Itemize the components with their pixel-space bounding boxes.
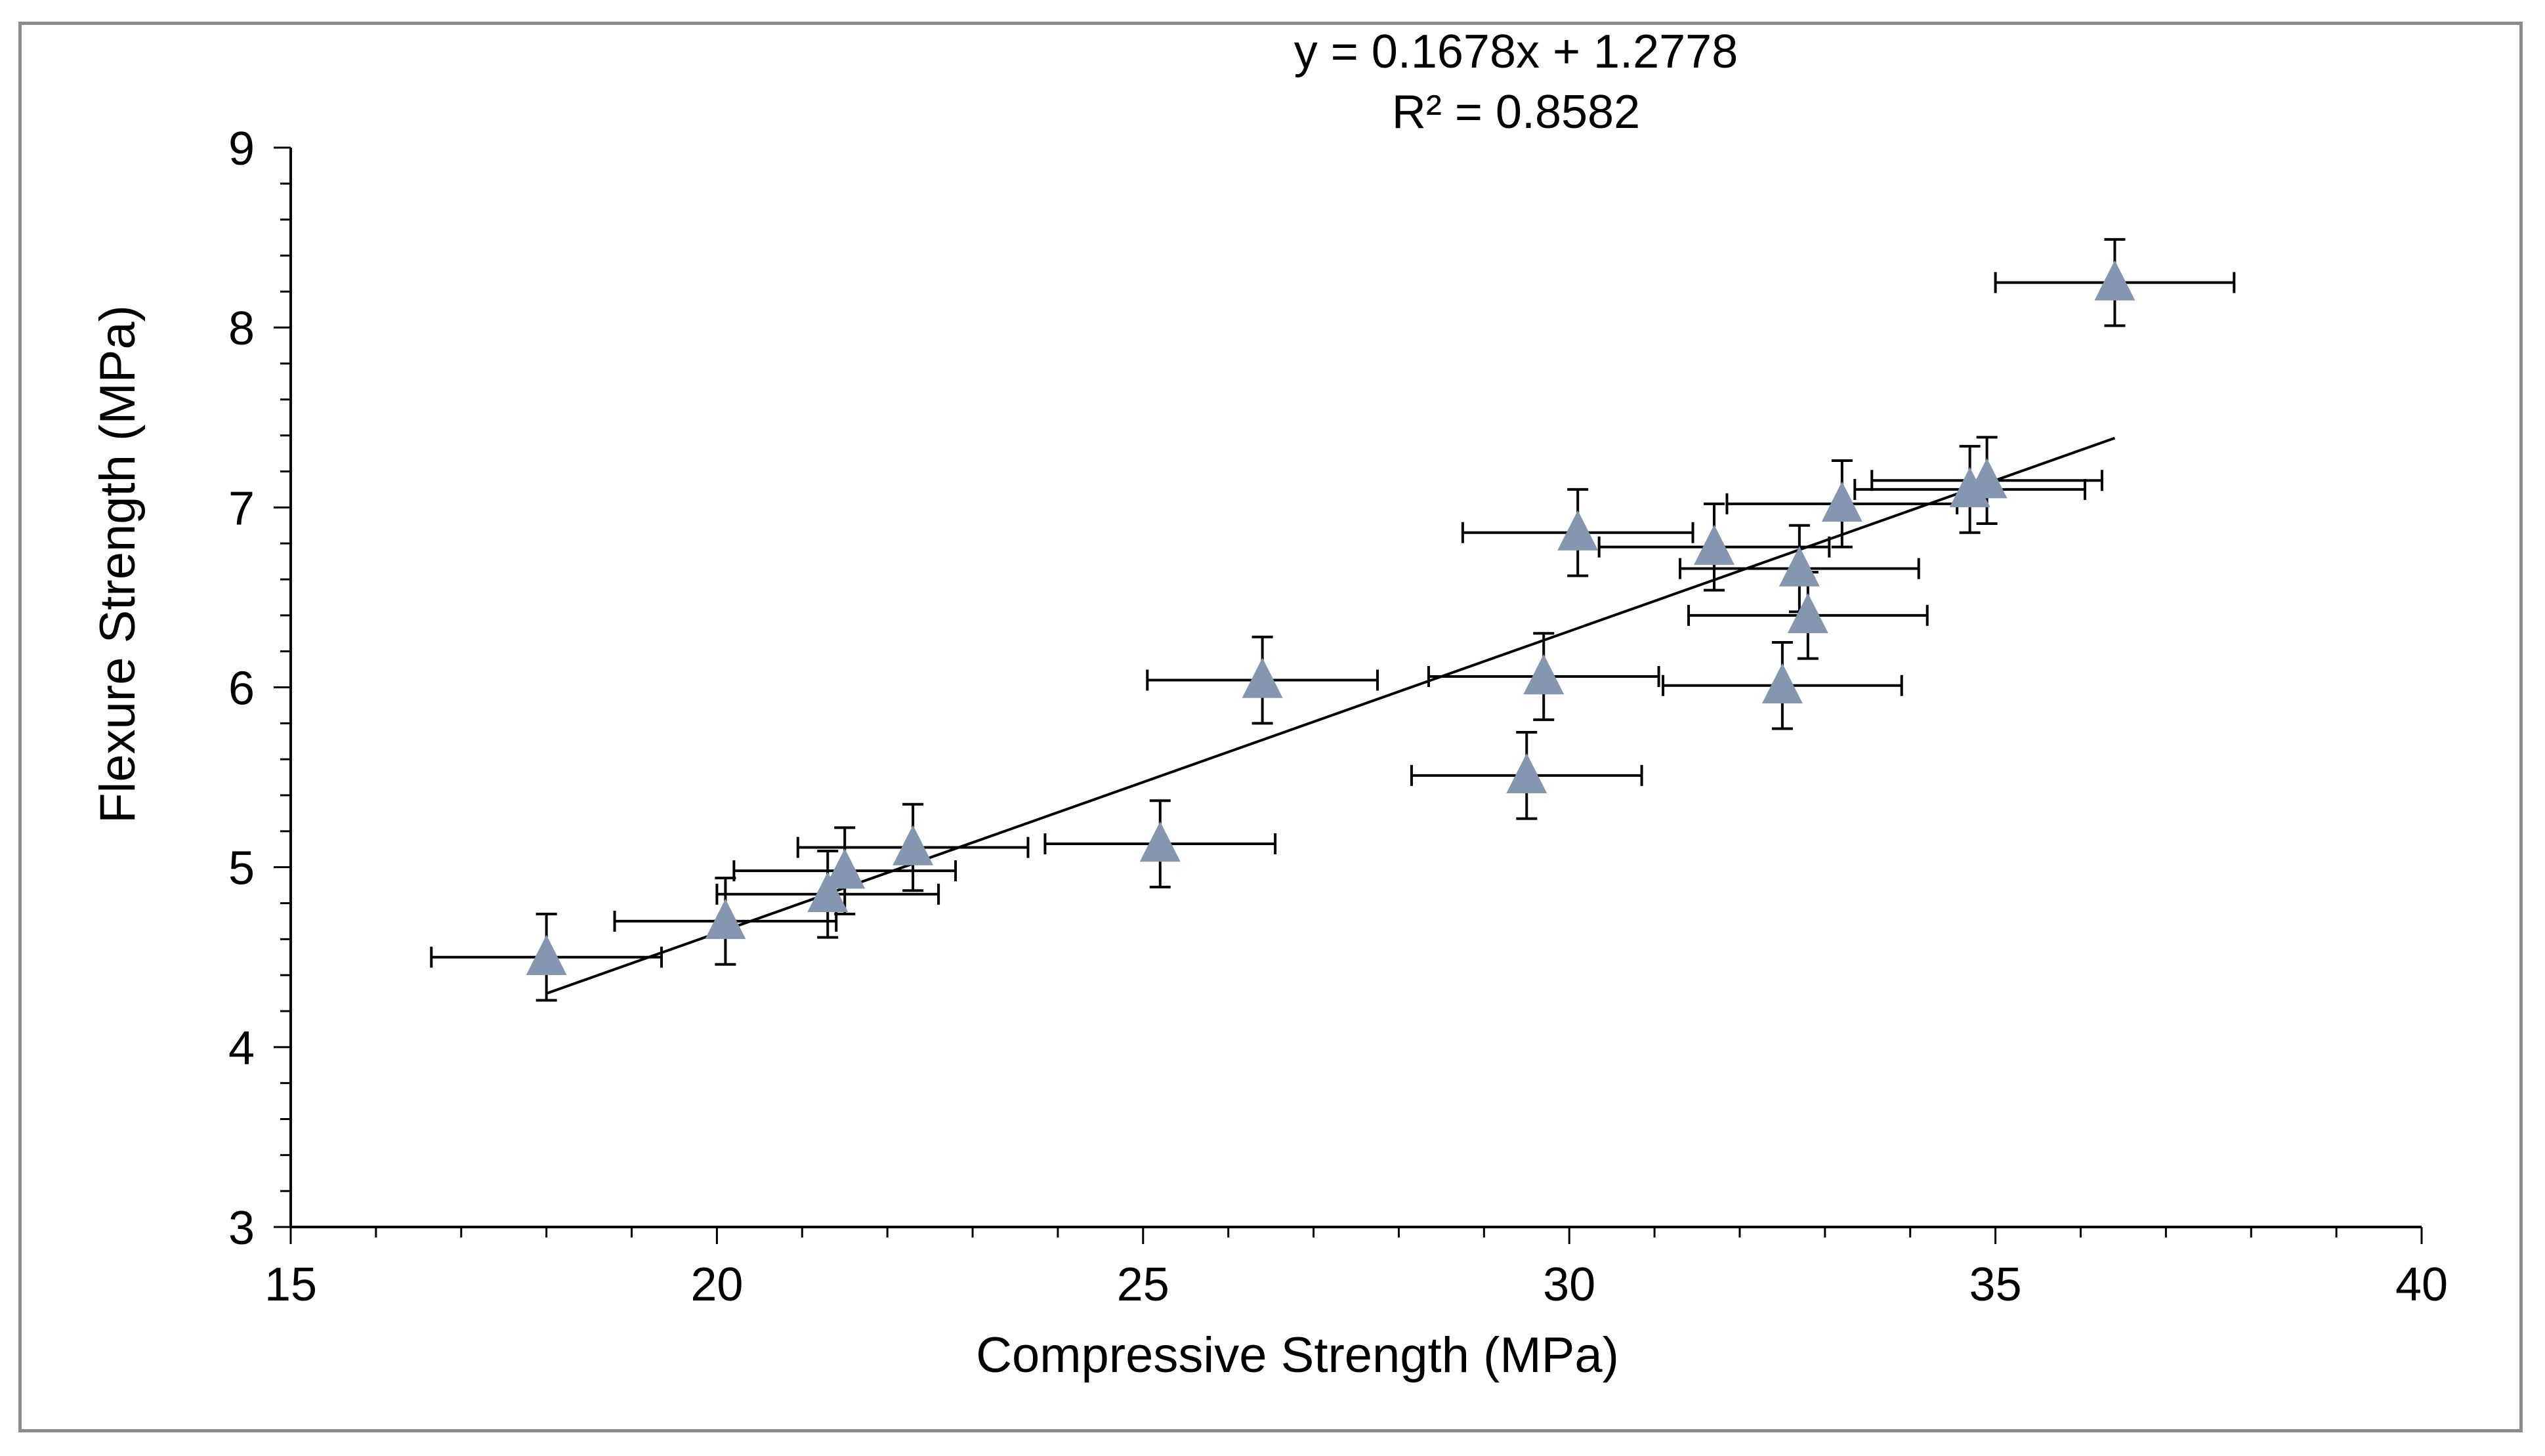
data-point — [1523, 654, 1565, 695]
data-point — [1139, 822, 1181, 862]
data-point — [1778, 546, 1820, 587]
chart-frame — [18, 22, 2523, 1432]
data-point — [526, 934, 567, 975]
data-point — [1557, 510, 1599, 551]
x-tick-label: 25 — [1117, 1258, 1169, 1311]
trendline-equation: y = 0.1678x + 1.2778 — [1294, 26, 1738, 78]
y-tick-label: 5 — [228, 842, 255, 895]
data-point — [1966, 458, 2008, 499]
axes: 15 20 25 30 35 40 3 4 5 6 7 8 9 — [228, 123, 2448, 1311]
data-point — [824, 848, 866, 889]
x-axis-title: Compressive Strength (MPa) — [976, 1327, 1619, 1383]
data-point — [1242, 657, 1283, 698]
y-tick-label: 6 — [228, 663, 255, 715]
x-tick-label: 15 — [264, 1258, 317, 1311]
data-point — [1693, 524, 1735, 565]
data-point — [1787, 593, 1828, 634]
error-bars — [430, 238, 2236, 1002]
data-point — [705, 898, 746, 940]
data-point — [893, 825, 934, 865]
y-tick-label: 7 — [228, 482, 255, 535]
x-tick-label: 30 — [1543, 1258, 1595, 1311]
data-markers — [526, 260, 2135, 975]
data-point — [1506, 753, 1547, 794]
y-tick-label: 9 — [228, 123, 255, 175]
y-tick-label: 4 — [228, 1022, 255, 1075]
data-point — [807, 871, 849, 912]
data-point — [1761, 663, 1803, 703]
x-tick-label: 40 — [2395, 1258, 2448, 1311]
x-tick-label: 20 — [690, 1258, 743, 1311]
trendline — [545, 436, 2116, 995]
x-tick-label: 35 — [1969, 1258, 2022, 1311]
data-point — [2094, 260, 2135, 301]
y-tick-label: 8 — [228, 302, 255, 355]
trendline-r2: R² = 0.8582 — [1392, 86, 1640, 138]
data-point — [1821, 481, 1862, 522]
y-tick-label: 3 — [228, 1202, 255, 1255]
trendline-group — [545, 436, 2116, 995]
y-axis-title: Flexure Strength (MPa) — [90, 305, 146, 823]
